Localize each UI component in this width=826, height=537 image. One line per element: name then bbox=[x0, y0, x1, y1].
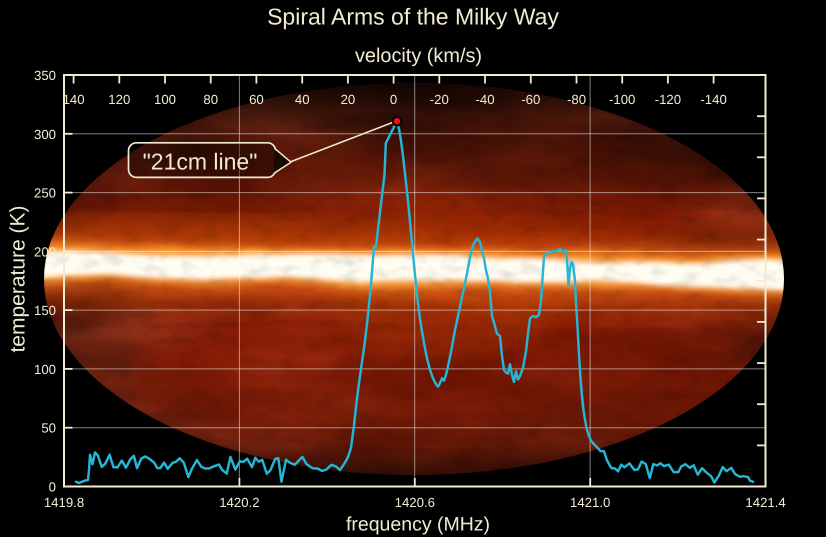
svg-text:-60: -60 bbox=[521, 92, 540, 107]
svg-text:1419.8: 1419.8 bbox=[44, 495, 84, 510]
svg-text:350: 350 bbox=[34, 68, 56, 83]
svg-text:-140: -140 bbox=[700, 92, 726, 107]
svg-text:temperature (K): temperature (K) bbox=[7, 205, 30, 352]
svg-text:150: 150 bbox=[34, 303, 56, 318]
svg-text:300: 300 bbox=[34, 127, 56, 142]
svg-text:Spiral Arms of the Milky Way: Spiral Arms of the Milky Way bbox=[267, 4, 559, 30]
svg-text:120: 120 bbox=[108, 92, 130, 107]
svg-text:200: 200 bbox=[34, 244, 56, 259]
svg-text:20: 20 bbox=[341, 92, 356, 107]
svg-text:250: 250 bbox=[34, 186, 56, 201]
svg-text:140: 140 bbox=[63, 92, 85, 107]
svg-text:1421.0: 1421.0 bbox=[570, 495, 610, 510]
svg-text:frequency (MHz): frequency (MHz) bbox=[346, 514, 490, 536]
svg-text:-40: -40 bbox=[475, 92, 494, 107]
svg-text:-80: -80 bbox=[567, 92, 586, 107]
svg-text:1421.4: 1421.4 bbox=[745, 495, 785, 510]
svg-text:40: 40 bbox=[295, 92, 310, 107]
svg-text:-120: -120 bbox=[655, 92, 681, 107]
svg-text:0: 0 bbox=[390, 92, 397, 107]
svg-text:0: 0 bbox=[49, 480, 56, 495]
svg-text:-20: -20 bbox=[430, 92, 449, 107]
svg-text:"21cm line": "21cm line" bbox=[143, 149, 258, 175]
svg-text:1420.2: 1420.2 bbox=[219, 495, 259, 510]
svg-text:velocity (km/s): velocity (km/s) bbox=[355, 45, 482, 67]
svg-text:50: 50 bbox=[41, 421, 56, 436]
svg-text:100: 100 bbox=[154, 92, 176, 107]
svg-text:100: 100 bbox=[34, 362, 56, 377]
svg-text:60: 60 bbox=[249, 92, 264, 107]
svg-text:-100: -100 bbox=[609, 92, 635, 107]
svg-text:1420.6: 1420.6 bbox=[395, 495, 435, 510]
svg-text:80: 80 bbox=[203, 92, 218, 107]
